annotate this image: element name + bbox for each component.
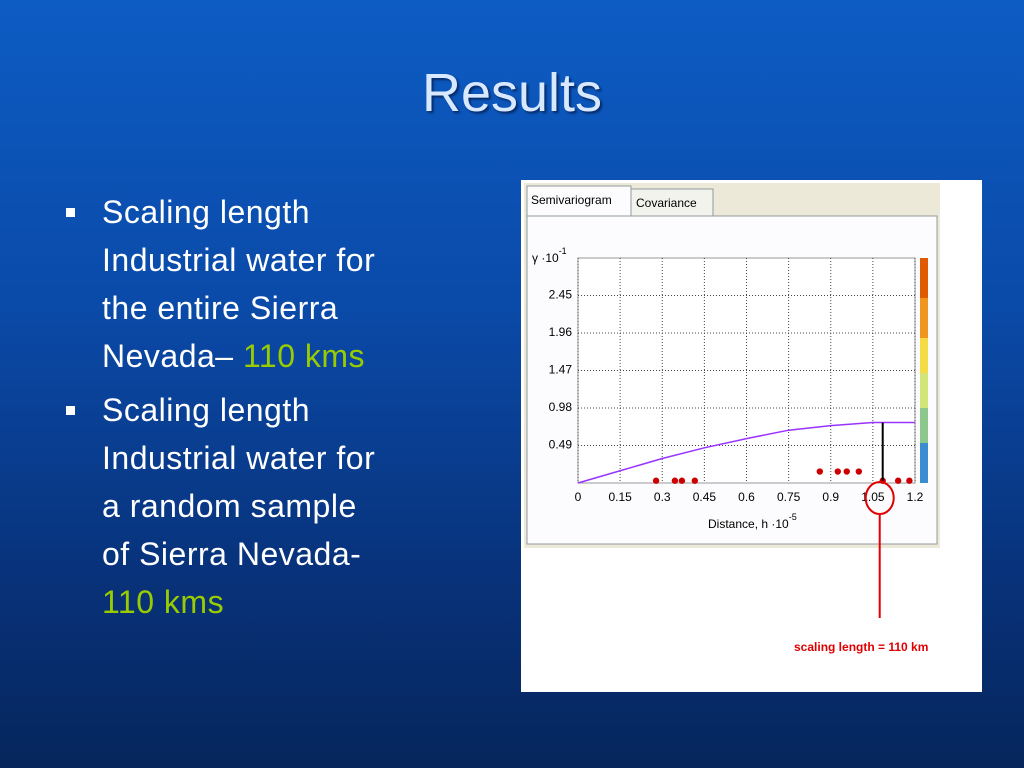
x-axis-label-text: Distance, h ·10: [708, 517, 789, 531]
color-bar-segment: [920, 338, 928, 373]
bullet-line: Nevada–: [102, 338, 234, 374]
y-axis-label-exponent: -1: [559, 246, 567, 256]
tab[interactable]: [630, 188, 714, 217]
data-point: [691, 477, 699, 484]
model-line: [577, 421, 915, 484]
x-tick-label: 0: [575, 490, 582, 504]
y-tick-label: 1.96: [549, 325, 573, 339]
y-tick-label: 0.98: [549, 400, 573, 414]
bullet: Scaling length Industrial water for a ra…: [66, 386, 502, 626]
x-tick-label: 0.3: [654, 490, 671, 504]
tab-label[interactable]: Semivariogram: [531, 193, 612, 207]
tab[interactable]: [526, 185, 632, 217]
x-tick-label: 0.45: [693, 490, 717, 504]
color-bar-segment: [920, 298, 928, 338]
bullet-line: Industrial water for: [102, 242, 376, 278]
data-point: [894, 477, 902, 484]
bullet-line: Scaling length: [102, 392, 311, 428]
data-point: [652, 477, 660, 484]
y-tick-label: 2.45: [549, 288, 573, 302]
color-bar-segment: [920, 373, 928, 408]
data-point: [671, 477, 679, 484]
y-axis-label: γ ·10-1: [532, 246, 567, 265]
bullet-line: Industrial water for: [102, 440, 376, 476]
data-point: [678, 477, 686, 484]
bullet: Scaling length Industrial water for the …: [66, 188, 502, 380]
data-point: [843, 468, 850, 475]
data-point: [834, 468, 841, 475]
color-bar: [920, 258, 928, 483]
y-tick-label: 1.47: [549, 363, 573, 377]
bullet-line: Scaling length: [102, 194, 311, 230]
x-tick-label: 0.15: [608, 490, 632, 504]
y-axis-label-text: γ ·10: [532, 251, 559, 265]
slide-title: Results: [421, 63, 603, 123]
data-point: [855, 468, 863, 475]
data-point: [816, 468, 823, 475]
bullet-line: the entire Sierra: [102, 290, 339, 326]
x-tick-label: 1.2: [907, 490, 924, 504]
x-axis-label: Distance, h ·10-5: [708, 512, 797, 531]
color-bar-segment: [920, 443, 928, 483]
color-bar-segment: [920, 258, 928, 298]
highlight: 110 kms: [242, 338, 366, 374]
bullet-line: of Sierra Nevada-: [102, 536, 362, 572]
x-axis-label-exponent: -5: [789, 512, 797, 522]
y-tick-label: 0.49: [549, 438, 573, 452]
bullet-line: a random sample: [102, 488, 357, 524]
color-bar-segment: [920, 408, 928, 443]
highlight: 110 kms: [102, 584, 225, 620]
x-tick-label: 0.6: [738, 490, 755, 504]
x-tick-label: 0.9: [822, 490, 839, 504]
tab-label[interactable]: Covariance: [636, 196, 697, 210]
data-point: [906, 477, 913, 484]
x-tick-label: 0.75: [777, 490, 801, 504]
annotation: scaling length = 110 km: [794, 640, 928, 654]
